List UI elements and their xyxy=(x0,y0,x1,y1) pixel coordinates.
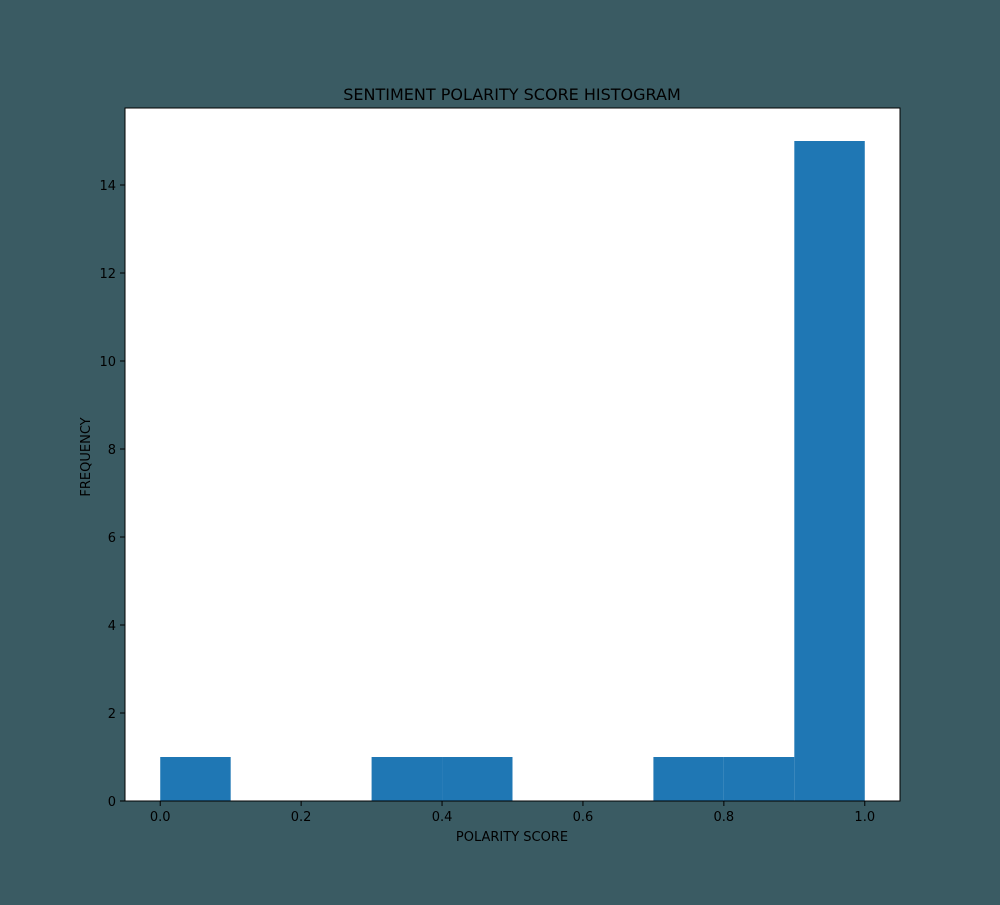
plot-area xyxy=(125,108,900,801)
chart-title: SENTIMENT POLARITY SCORE HISTOGRAM xyxy=(343,85,681,104)
histogram-bar-4 xyxy=(442,757,513,801)
x-tick-label-3: 0.6 xyxy=(573,810,594,825)
y-tick-label-0: 0 xyxy=(108,795,116,810)
y-tick-label-1: 2 xyxy=(108,707,116,722)
y-axis: 0 2 4 6 8 10 12 14 xyxy=(99,179,125,810)
y-tick-label-7: 14 xyxy=(99,179,116,194)
x-tick-label-2: 0.4 xyxy=(432,810,453,825)
x-axis: 0.0 0.2 0.4 0.6 0.8 1.0 xyxy=(150,801,875,825)
y-tick-label-3: 6 xyxy=(108,531,116,546)
histogram-bar-0 xyxy=(160,757,231,801)
y-axis-label: FREQUENCY xyxy=(79,417,94,496)
y-tick-label-5: 10 xyxy=(99,355,116,370)
histogram-bar-7 xyxy=(653,757,724,801)
plot-frame xyxy=(124,107,901,802)
x-tick-label-0: 0.0 xyxy=(150,810,171,825)
histogram-bar-9 xyxy=(794,141,865,801)
histogram-bar-3 xyxy=(371,757,443,801)
y-tick-label-4: 8 xyxy=(108,443,116,458)
x-tick-label-1: 0.2 xyxy=(291,810,312,825)
x-tick-label-5: 1.0 xyxy=(854,810,875,825)
y-tick-label-2: 4 xyxy=(108,619,116,634)
y-tick-label-6: 12 xyxy=(99,267,116,282)
x-tick-label-4: 0.8 xyxy=(714,810,735,825)
bars-group xyxy=(160,141,865,801)
x-axis-label: POLARITY SCORE xyxy=(456,830,568,845)
histogram-bar-8 xyxy=(723,757,795,801)
